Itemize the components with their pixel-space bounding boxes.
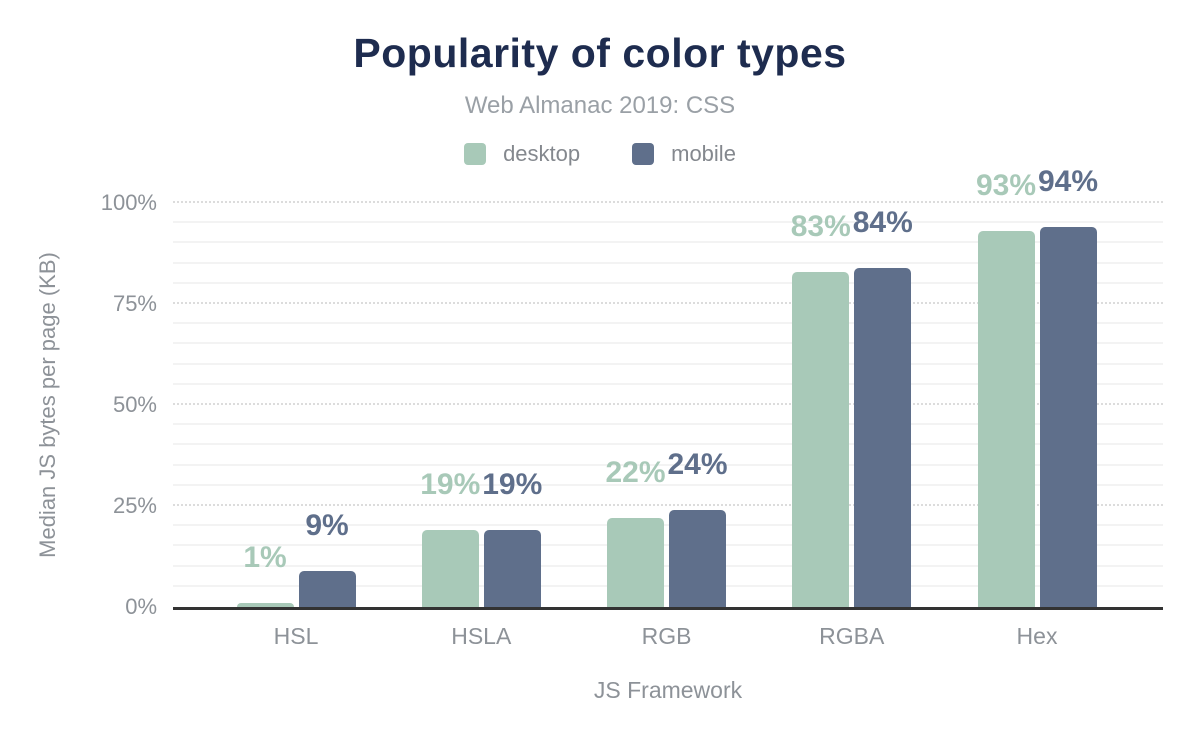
minor-gridline [173,241,1163,244]
bar-mobile-rgb[interactable] [669,510,726,607]
value-label-desktop-hsl: 1% [243,540,287,574]
value-label-desktop-rgb: 22% [605,456,666,490]
x-tick-label-rgba: RGBA [819,623,885,649]
minor-gridline [173,463,1163,466]
x-tick-label-hex: Hex [1016,623,1058,649]
minor-gridline [173,221,1163,224]
minor-gridline [173,584,1163,587]
major-gridline [173,504,1163,506]
bar-mobile-rgba[interactable] [854,267,912,607]
minor-gridline [173,544,1163,547]
minor-gridline [173,382,1163,385]
y-tick-label: 25% [112,493,157,518]
legend-swatch-desktop [464,143,487,165]
legend-item-desktop: desktop [464,141,580,167]
chart-title: Popularity of color types [353,30,847,76]
minor-gridline [173,423,1163,426]
minor-gridline [173,281,1163,284]
value-label-desktop-hex: 93% [975,169,1037,203]
bar-mobile-hsl[interactable] [298,570,356,607]
bar-desktop-rgba[interactable] [792,271,850,607]
plot-area: Median JS bytes per page (KB) JS Framewo… [35,167,1163,703]
value-label-mobile-hsl: 9% [305,508,349,542]
minor-gridline [173,524,1163,527]
bar-mobile-hex[interactable] [1039,227,1097,607]
major-gridline [173,302,1163,304]
major-gridline [173,403,1163,405]
x-axis-title: JS Framework [593,677,743,703]
bar-mobile-hsla[interactable] [483,530,541,607]
major-gridline [173,201,1163,203]
bar-desktop-rgb[interactable] [607,518,664,607]
bar-desktop-hex[interactable] [977,231,1035,607]
value-label-mobile-rgb: 24% [667,448,728,482]
x-tick-label-hsl: HSL [273,623,319,649]
y-tick-label: 75% [112,291,157,316]
value-label-desktop-rgba: 83% [790,209,851,243]
minor-gridline [173,362,1163,365]
minor-gridline [173,261,1163,264]
value-label-mobile-hsla: 19% [482,468,543,502]
minor-gridline [173,322,1163,325]
minor-gridline [173,342,1163,345]
y-axis-title: Median JS bytes per page (KB) [35,252,60,558]
x-tick-label-rgb: RGB [641,623,692,649]
legend-label-desktop: desktop [503,141,581,166]
chart-subtitle: Web Almanac 2019: CSS [464,92,736,119]
minor-gridline [173,564,1163,567]
legend: desktop mobile [0,141,1200,167]
value-label-mobile-hex: 94% [1037,165,1099,199]
legend-label-mobile: mobile [671,141,736,166]
bar-desktop-hsl[interactable] [236,602,294,607]
y-tick-label: 0% [125,594,157,619]
x-tick-label-hsla: HSLA [451,623,512,649]
bar-desktop-hsla[interactable] [421,530,479,607]
value-label-desktop-hsla: 19% [420,468,481,502]
y-tick-label: 100% [100,190,157,215]
minor-gridline [173,443,1163,446]
legend-swatch-mobile [632,143,655,165]
y-tick-label: 50% [112,392,157,417]
legend-item-mobile: mobile [632,141,736,167]
minor-gridline [173,483,1163,486]
value-label-mobile-rgba: 84% [852,205,913,239]
